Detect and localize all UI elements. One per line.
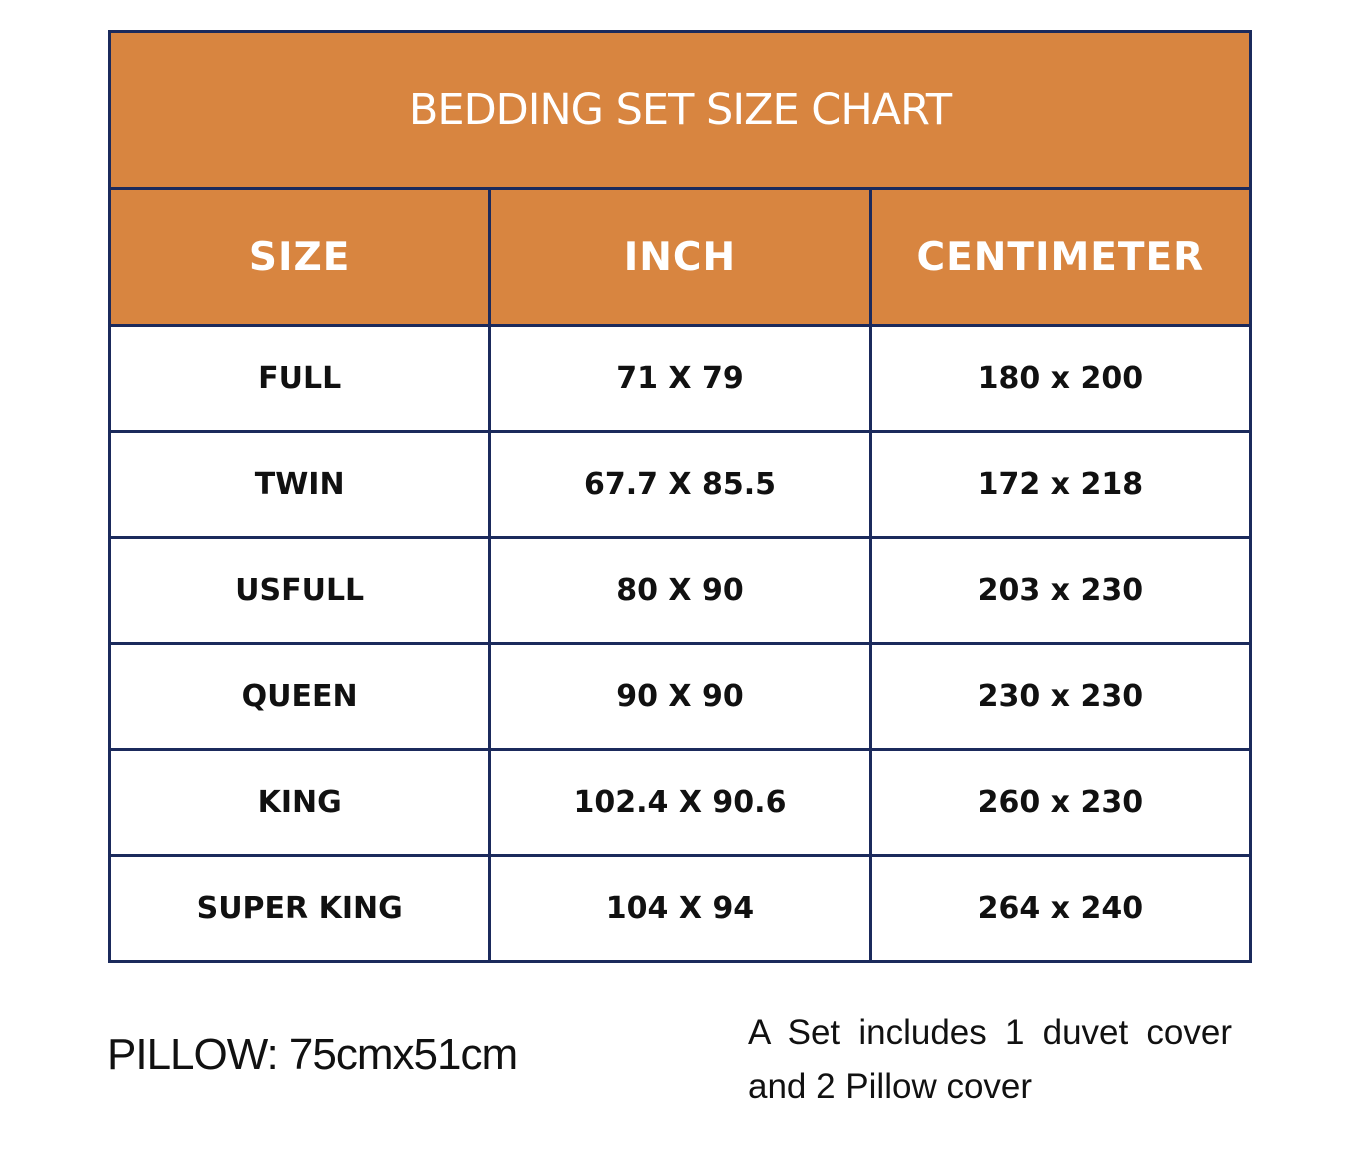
set-contents-note: A Set includes 1 duvet cover and 2 Pillo… <box>748 1013 1232 1106</box>
size-cell: FULL <box>107 324 492 433</box>
inch-cell: 71 X 79 <box>488 324 872 433</box>
table-row: USFULL 80 X 90 203 x 230 <box>107 536 1253 645</box>
column-header-size: SIZE <box>107 187 492 327</box>
inch-cell: 90 X 90 <box>488 642 872 751</box>
table-row: QUEEN 90 X 90 230 x 230 <box>107 642 1253 751</box>
centimeter-cell: 180 x 200 <box>868 324 1253 433</box>
inch-cell: 104 X 94 <box>488 854 872 963</box>
size-cell: SUPER KING <box>107 854 492 963</box>
inch-cell: 80 X 90 <box>488 536 872 645</box>
centimeter-cell: 203 x 230 <box>868 536 1253 645</box>
size-cell: QUEEN <box>107 642 492 751</box>
column-header-centimeter: CENTIMETER <box>868 187 1253 327</box>
inch-cell: 102.4 X 90.6 <box>488 748 872 857</box>
centimeter-cell: 260 x 230 <box>868 748 1253 857</box>
table-row: KING 102.4 X 90.6 260 x 230 <box>107 748 1253 857</box>
centimeter-cell: 264 x 240 <box>868 854 1253 963</box>
table-row: SUPER KING 104 X 94 264 x 240 <box>107 854 1253 963</box>
size-cell: KING <box>107 748 492 857</box>
centimeter-cell: 172 x 218 <box>868 430 1253 539</box>
table-row: FULL 71 X 79 180 x 200 <box>107 324 1253 433</box>
table-title: BEDDING SET SIZE CHART <box>108 30 1252 190</box>
pillow-size: PILLOW: 75cmx51cm <box>107 1030 518 1079</box>
column-header-inch: INCH <box>488 187 872 327</box>
table-row: TWIN 67.7 X 85.5 172 x 218 <box>107 430 1253 539</box>
inch-cell: 67.7 X 85.5 <box>488 430 872 539</box>
size-chart-table: BEDDING SET SIZE CHART SIZE INCH CENTIME… <box>107 30 1253 963</box>
centimeter-cell: 230 x 230 <box>868 642 1253 751</box>
size-cell: USFULL <box>107 536 492 645</box>
size-cell: TWIN <box>107 430 492 539</box>
